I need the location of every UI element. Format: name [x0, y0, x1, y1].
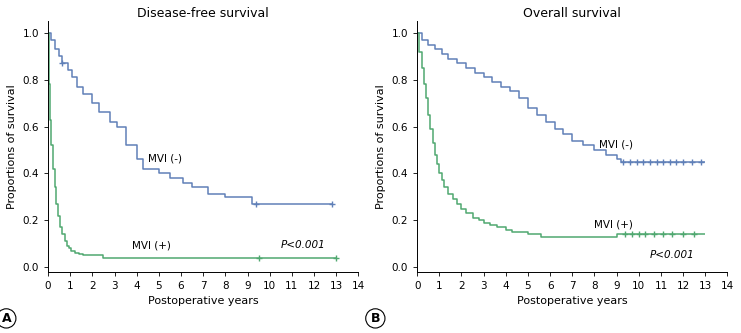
Y-axis label: Proportions of survival: Proportions of survival: [376, 84, 386, 209]
Text: A: A: [1, 312, 11, 325]
Y-axis label: Proportions of survival: Proportions of survival: [7, 84, 17, 209]
Text: P<0.001: P<0.001: [650, 250, 694, 260]
Text: MVI (-): MVI (-): [599, 140, 633, 150]
Text: MVI (+): MVI (+): [132, 240, 171, 250]
Text: MVI (-): MVI (-): [147, 154, 182, 164]
Title: Overall survival: Overall survival: [523, 7, 621, 20]
X-axis label: Postoperative years: Postoperative years: [517, 296, 628, 306]
Text: B: B: [370, 312, 380, 325]
Text: P<0.001: P<0.001: [281, 240, 325, 250]
Text: MVI (+): MVI (+): [594, 219, 634, 229]
X-axis label: Postoperative years: Postoperative years: [148, 296, 259, 306]
Title: Disease-free survival: Disease-free survival: [137, 7, 269, 20]
